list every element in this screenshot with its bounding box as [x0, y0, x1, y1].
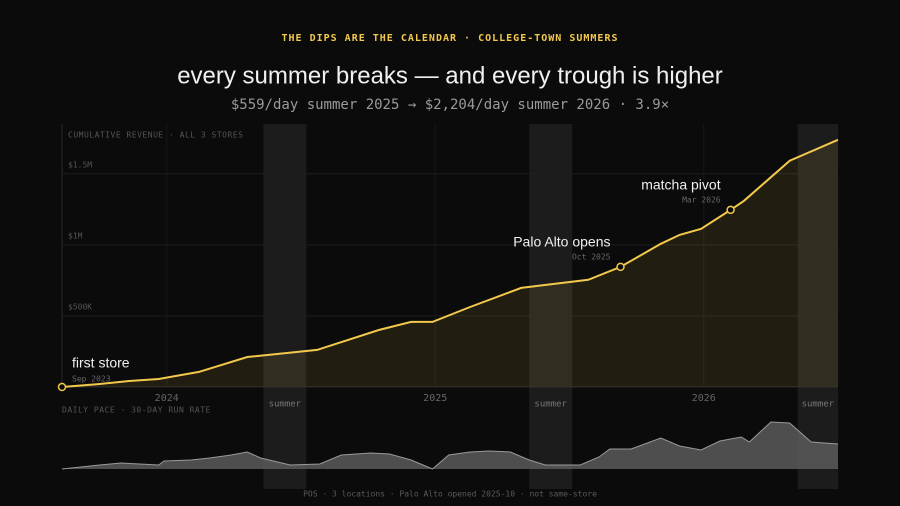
x-tick-label: 2026 — [692, 393, 716, 404]
footer: POS · 3 locations · Palo Alto opened 202… — [303, 490, 597, 499]
panel-title: DAILY PACE · 30-DAY RUN RATE — [62, 406, 211, 415]
y-tick-label: $500K — [68, 302, 92, 311]
marks — [57, 138, 839, 470]
annotation-label: Palo Alto opens — [513, 234, 610, 250]
annotation-label: first store — [72, 355, 130, 371]
line — [61, 138, 839, 388]
band-label: summer — [802, 400, 835, 410]
labels: summer summer summer CUMULATIVE REVENUE · A… — [62, 131, 835, 415]
annotation-date: Oct 2025 — [572, 252, 611, 261]
x-tick-label: 2024 — [155, 393, 179, 404]
grid — [61, 124, 838, 388]
band-label: summer — [269, 400, 302, 410]
area-fill — [62, 139, 838, 387]
kicker: THE DIPS ARE THE CALENDAR · COLLEGE-TOWN… — [282, 33, 619, 44]
annotation-date: Sep 2023 — [72, 375, 111, 384]
bands — [263, 124, 838, 489]
subtitle: $559/day summer 2025 → $2,204/day summer… — [231, 97, 669, 113]
pace-line — [61, 421, 839, 470]
summer-band — [529, 124, 573, 489]
annotation-date: Mar 2026 — [682, 195, 721, 204]
summer-band — [797, 124, 838, 489]
pace-area — [62, 422, 838, 469]
summer-band — [263, 124, 307, 489]
y-tick-label: $1M — [68, 231, 83, 240]
band-label: summer — [534, 400, 567, 410]
annotation-label: matcha pivot — [641, 177, 720, 193]
panel-title: CUMULATIVE REVENUE · ALL 3 STORES — [68, 131, 243, 140]
chart-title: every summer breaks — and every trough i… — [177, 62, 723, 89]
annotation-marker — [616, 262, 625, 272]
x-tick-label: 2025 — [423, 393, 447, 404]
y-tick-label: $1.5M — [68, 160, 92, 169]
annotation-marker — [726, 205, 735, 215]
annotation-marker — [57, 382, 67, 392]
